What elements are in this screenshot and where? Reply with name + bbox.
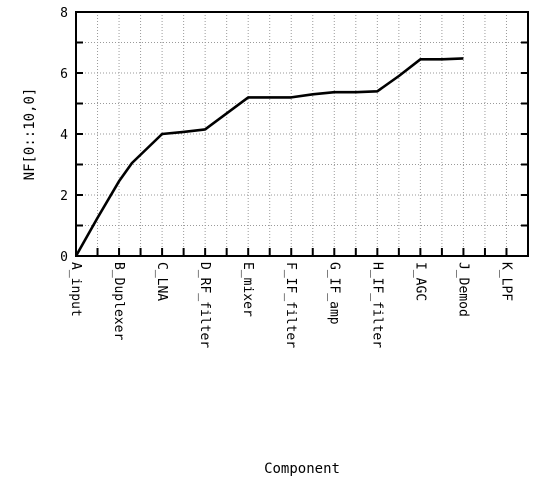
x-tick-label: K_LPF [498,262,513,301]
x-axis-label: Component [264,461,340,477]
x-tick-label: J_Demod [455,262,470,317]
x-tick-label: F_IF_filter [283,262,298,348]
x-tick-label: H_IF_filter [369,262,384,348]
x-tick-label: I_AGC [412,262,427,301]
grid-lines [76,12,528,256]
y-tick-label: 2 [60,189,68,204]
y-tick-label: 6 [60,67,68,82]
x-tick-labels: A_input B_Duplexer C_LNA D_RF_filter E_mixer… [68,262,513,348]
y-tick-label: 0 [60,250,68,265]
series-line [74,57,464,257]
y-tick-label: 8 [60,6,68,21]
x-tick-label: E_mixer [240,262,255,317]
x-tick-label: G_IF_amp [326,262,341,325]
y-tick-labels: 0 2 4 6 8 [60,6,68,265]
x-tick-label: A_input [68,262,83,317]
x-tick-label: B_Duplexer [111,262,126,340]
x-tick-label: D_RF_filter [197,262,212,348]
axis-ticks [75,41,528,256]
y-axis-label: NF[0::10,0] [22,88,38,181]
y-tick-label: 4 [60,128,68,143]
x-tick-label: C_LNA [154,262,169,301]
